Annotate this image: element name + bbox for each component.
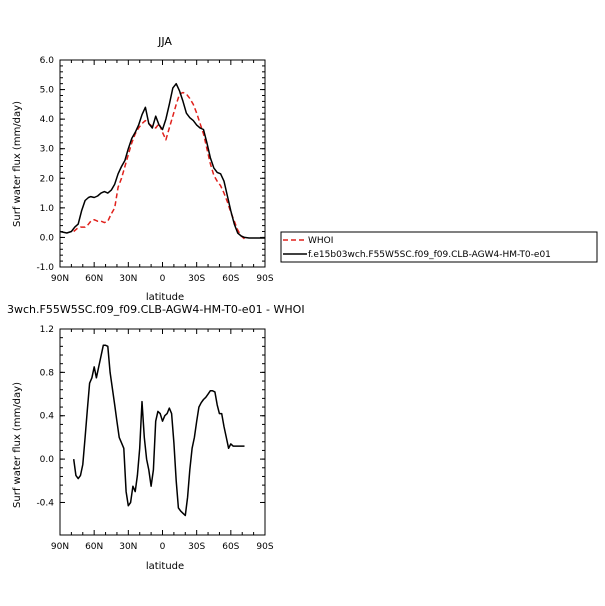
bottom-ytick-label: 0.4 xyxy=(40,412,55,422)
legend: WHOI f.e15b03wch.F55W5SC.f09_f09.CLB-AGW… xyxy=(280,231,598,263)
bottom-series-line-0 xyxy=(72,344,245,517)
bottom-xtick-label: 60N xyxy=(85,542,103,552)
bottom-chart: 3wch.F55W5SC.f09_f09.CLB-AGW4-HM-T0-e01 … xyxy=(7,303,305,572)
legend-label-model: f.e15b03wch.F55W5SC.f09_f09.CLB-AGW4-HM-… xyxy=(308,250,551,260)
top-xtick-label: 0 xyxy=(160,274,166,284)
bottom-ytick-label: 1.2 xyxy=(40,325,54,335)
top-xtick-label: 90N xyxy=(51,274,69,284)
top-chart-ylabel: Surf water flux (mm/day) xyxy=(12,101,23,227)
bottom-xtick-label: 30S xyxy=(188,542,205,552)
top-ytick-label: 3.0 xyxy=(40,145,55,155)
top-chart-xlabel: latitude xyxy=(146,292,184,303)
legend-box xyxy=(280,231,598,263)
top-chart: JJA Surf water flux (mm/day) latitude 90… xyxy=(12,35,274,303)
bottom-ytick-label: -0.4 xyxy=(36,498,54,508)
top-ytick-label: 1.0 xyxy=(40,204,55,214)
bottom-chart-ylabel: Surf water flux (mm/day) xyxy=(12,382,23,508)
bottom-xtick-label: 30N xyxy=(119,542,137,552)
bottom-xtick-label: 90S xyxy=(256,542,273,552)
bottom-chart-xlabel: latitude xyxy=(146,561,184,572)
bottom-ytick-label: 0.8 xyxy=(40,368,55,378)
top-xtick-label: 60S xyxy=(222,274,239,284)
top-ytick-label: 2.0 xyxy=(40,174,55,184)
bottom-xtick-label: 60S xyxy=(222,542,239,552)
bottom-chart-frame xyxy=(59,328,266,536)
top-ytick-label: 0.0 xyxy=(40,233,55,243)
top-xtick-label: 30S xyxy=(188,274,205,284)
top-ytick-label: 6.0 xyxy=(40,56,55,66)
bottom-xtick-label: 90N xyxy=(51,542,69,552)
top-ytick-label: -1.0 xyxy=(36,263,54,273)
legend-label-whoi: WHOI xyxy=(308,236,333,246)
bottom-ytick-label: 0.0 xyxy=(40,455,55,465)
top-xtick-label: 30N xyxy=(119,274,137,284)
top-ytick-label: 5.0 xyxy=(40,86,55,96)
bottom-xtick-label: 0 xyxy=(160,542,166,552)
top-chart-title: JJA xyxy=(157,35,172,48)
top-chart-frame xyxy=(59,59,266,268)
top-xtick-label: 90S xyxy=(256,274,273,284)
top-series-line-0 xyxy=(73,91,245,240)
top-ytick-label: 4.0 xyxy=(40,115,55,125)
top-xtick-label: 60N xyxy=(85,274,103,284)
top-series-line-1 xyxy=(59,82,265,239)
bottom-chart-title: 3wch.F55W5SC.f09_f09.CLB-AGW4-HM-T0-e01 … xyxy=(7,303,305,316)
